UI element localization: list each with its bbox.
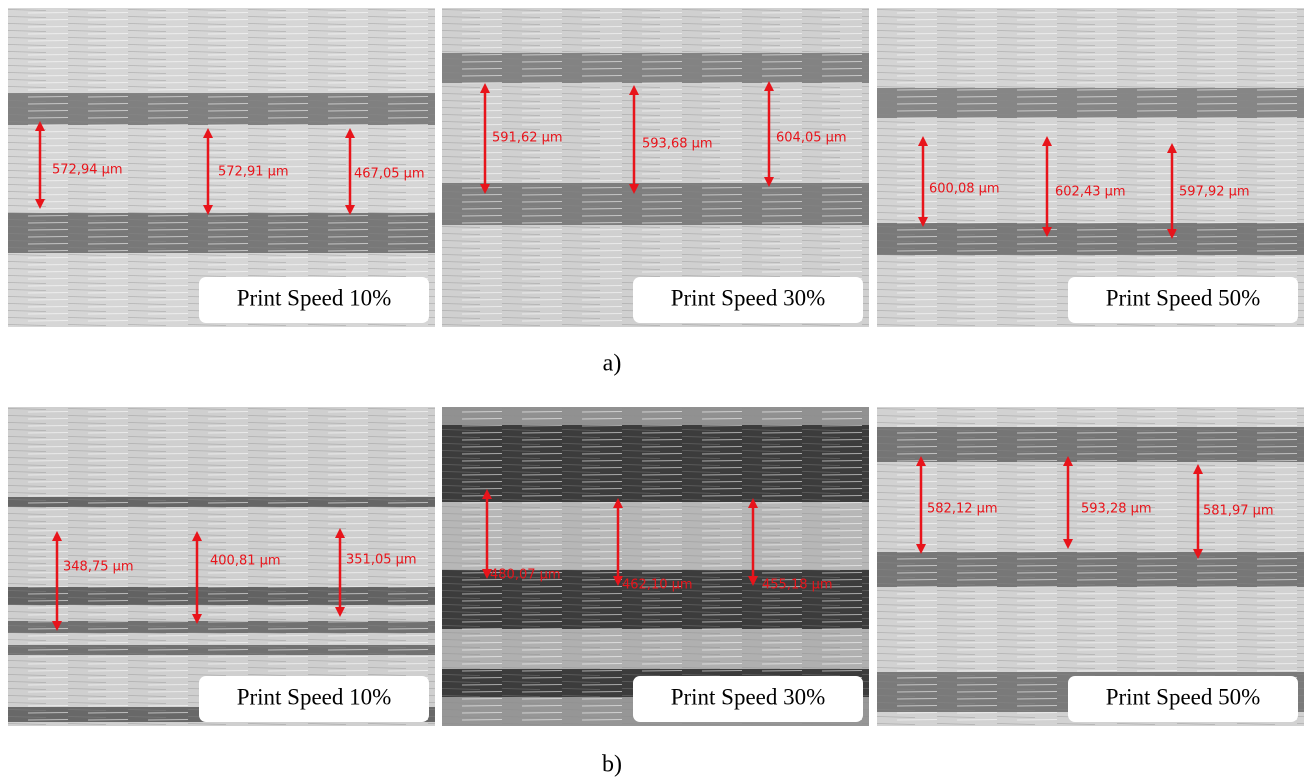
micrograph-panel: 591,62 μm 593,68 μm 604,05 μm Print Speed 3… xyxy=(442,8,869,327)
panel-label: Print Speed 30% xyxy=(671,285,826,310)
micrograph-panel: 480,07 μm 462,10 μm 455,18 μm Print Speed 3… xyxy=(442,407,869,726)
row-caption: a) xyxy=(603,351,622,377)
measurement-label: 462,10 μm xyxy=(622,578,693,593)
measurement-label: 480,07 μm xyxy=(490,568,561,583)
measurement-label: 467,05 μm xyxy=(354,167,425,182)
measurement-label: 572,91 μm xyxy=(218,165,289,180)
measurement-label: 600,08 μm xyxy=(929,182,1000,197)
measurement-label: 593,28 μm xyxy=(1081,502,1152,517)
micrograph-panel: 582,12 μm 593,28 μm 581,97 μm Print Speed 5… xyxy=(877,407,1304,726)
micrograph-panel: 572,94 μm 572,91 μm 467,05 μm Print Speed 1… xyxy=(8,8,435,327)
measurement-label: 351,05 μm xyxy=(346,553,417,568)
measurement-label: 602,43 μm xyxy=(1055,185,1126,200)
figure: 572,94 μm 572,91 μm 467,05 μm Print Speed 1… xyxy=(0,0,1312,783)
panel-label: Print Speed 30% xyxy=(671,684,826,709)
panel-label: Print Speed 50% xyxy=(1106,285,1261,310)
measurement-label: 581,97 μm xyxy=(1203,504,1274,519)
measurement-label: 604,05 μm xyxy=(776,131,847,146)
measurement-label: 597,92 μm xyxy=(1179,185,1250,200)
micrograph-panel: 348,75 μm 400,81 μm 351,05 μm Print Speed 1… xyxy=(8,407,435,726)
panel-label: Print Speed 50% xyxy=(1106,684,1261,709)
measurement-label: 572,94 μm xyxy=(52,163,123,178)
panel-label: Print Speed 10% xyxy=(237,285,392,310)
measurement-label: 582,12 μm xyxy=(927,502,998,517)
measurement-label: 455,18 μm xyxy=(762,578,833,593)
measurement-label: 591,62 μm xyxy=(492,131,563,146)
micrograph-panel: 600,08 μm 602,43 μm 597,92 μm Print Speed 5… xyxy=(877,8,1304,327)
measurement-label: 348,75 μm xyxy=(63,560,134,575)
panel-label: Print Speed 10% xyxy=(237,684,392,709)
row-caption: b) xyxy=(602,752,622,778)
measurement-label: 400,81 μm xyxy=(210,554,281,569)
measurement-label: 593,68 μm xyxy=(642,137,713,152)
